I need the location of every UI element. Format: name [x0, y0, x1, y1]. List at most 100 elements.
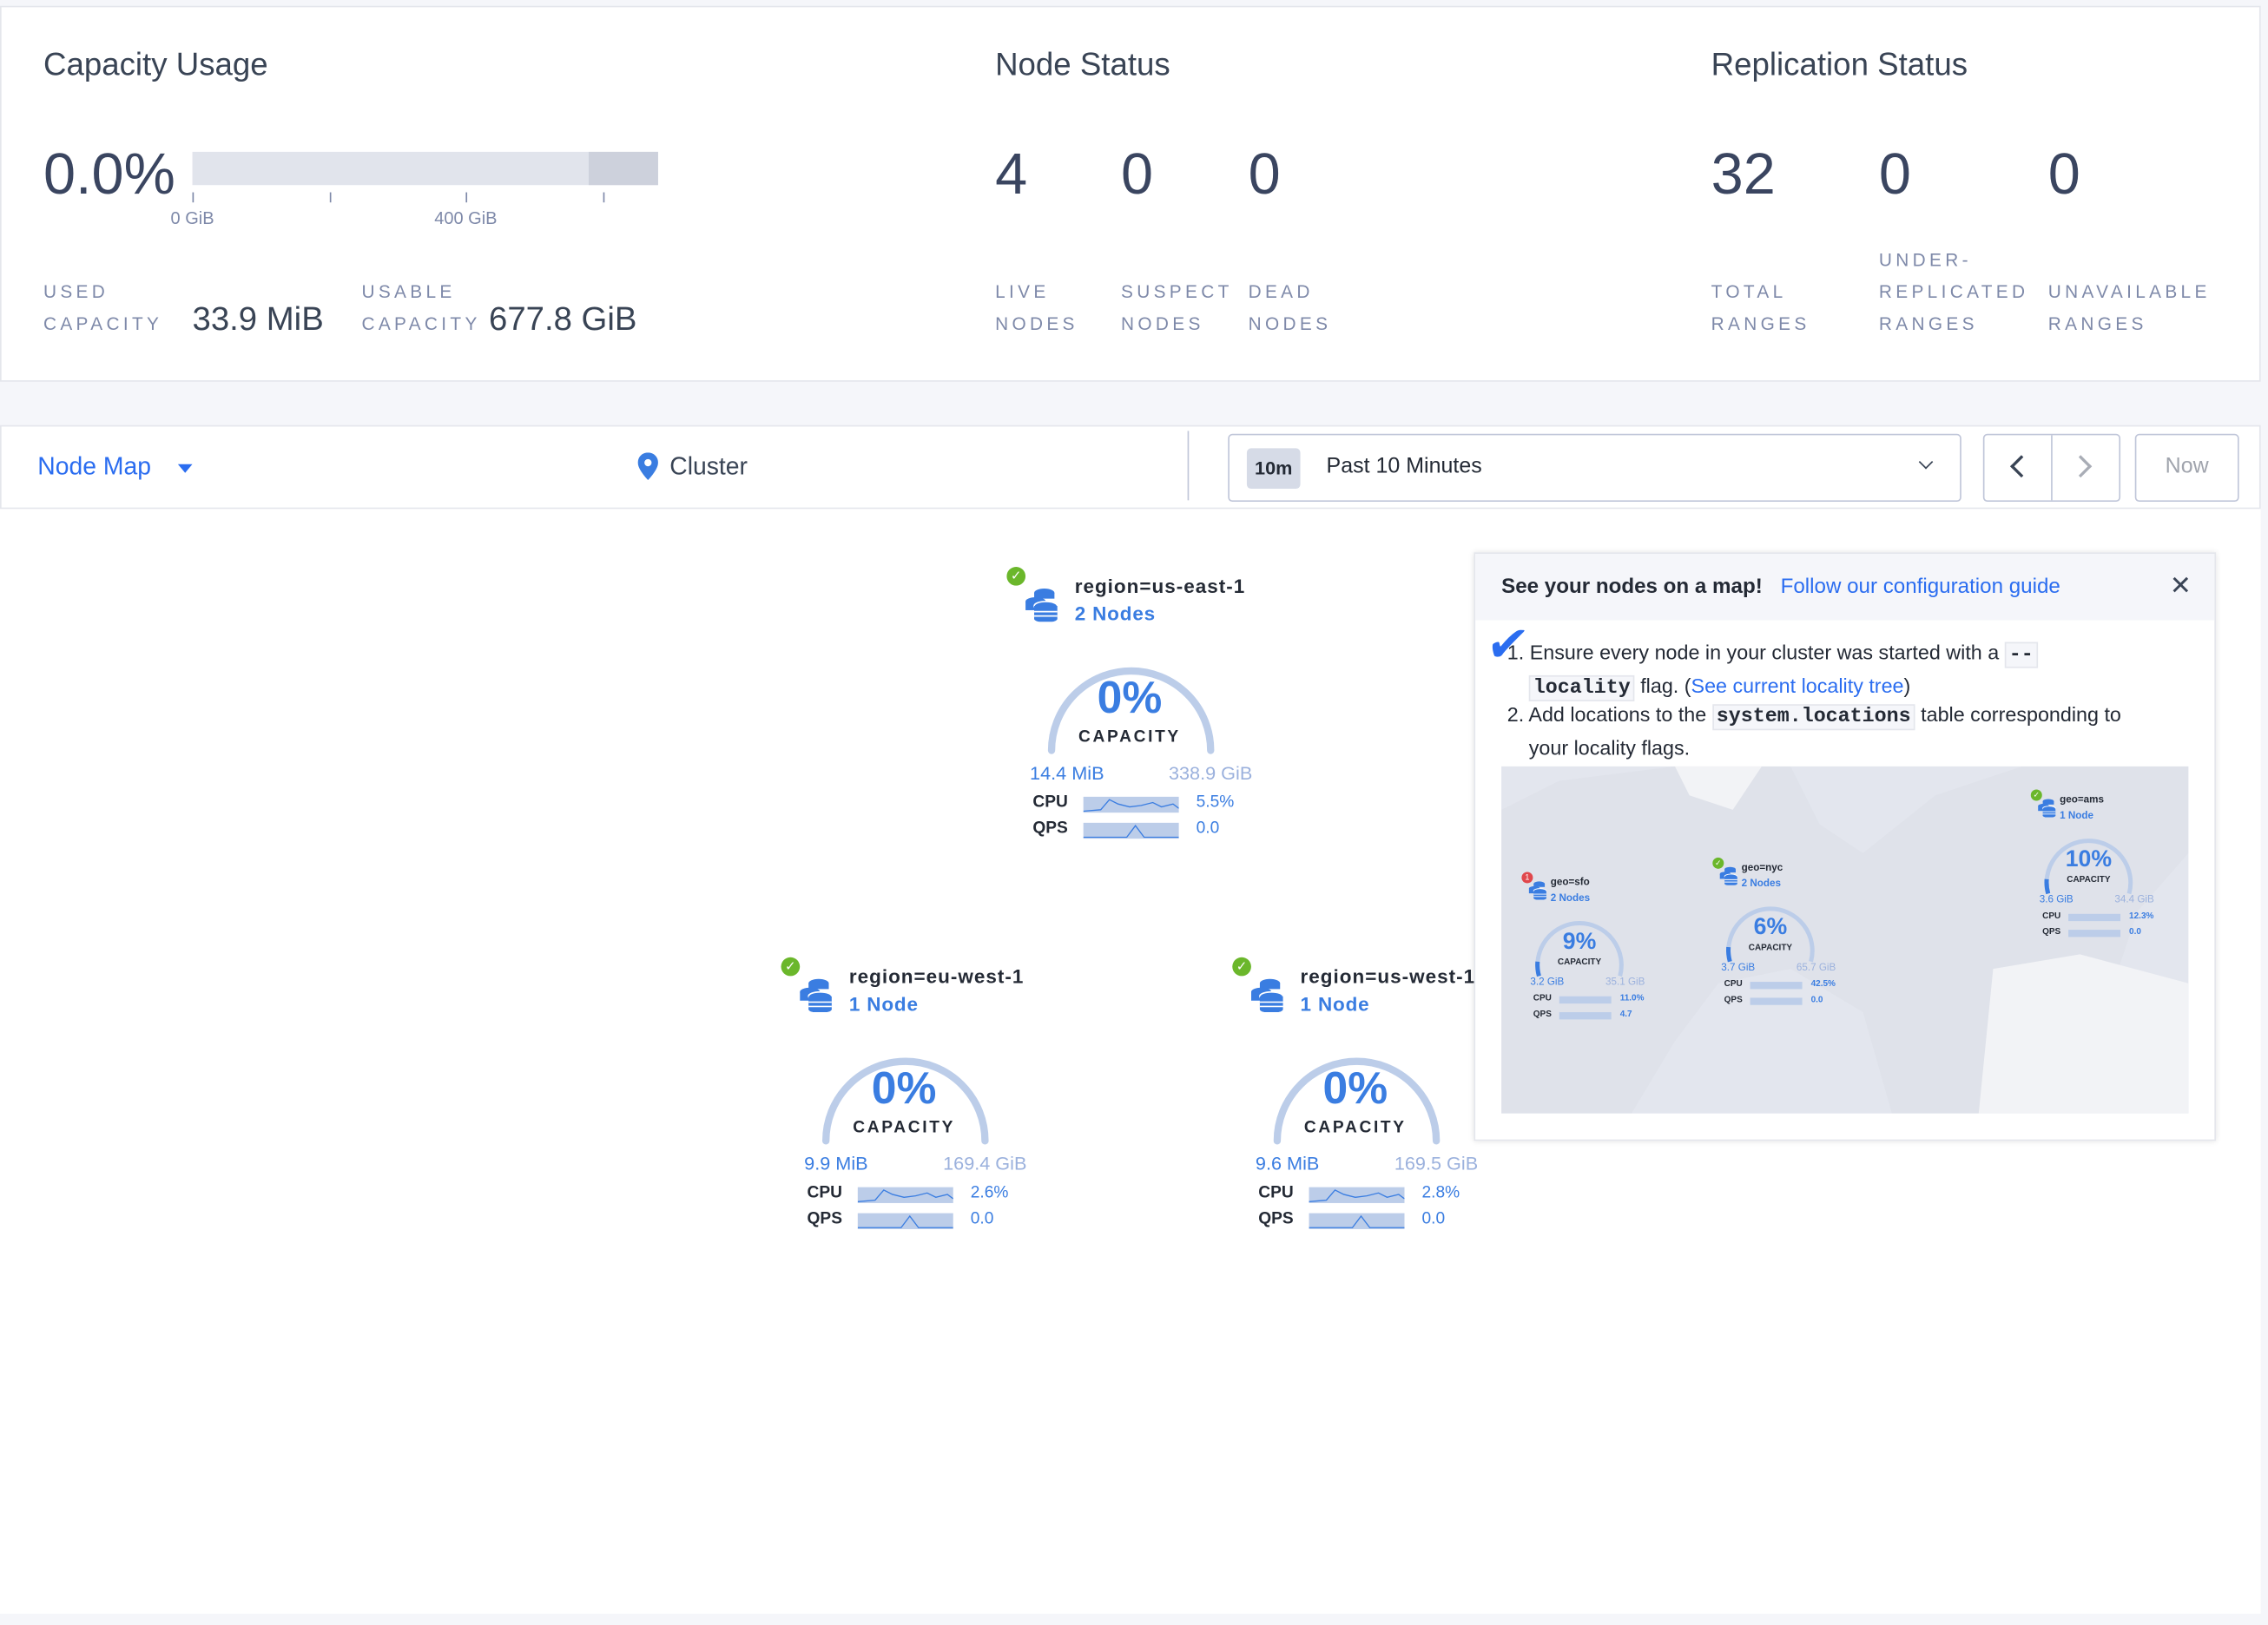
- time-range-label: Past 10 Minutes: [1326, 454, 1482, 479]
- cpu-sparkline: [1083, 796, 1179, 813]
- status-icon: ✓: [2030, 789, 2042, 801]
- database-icon: [1719, 866, 1739, 890]
- total-capacity: 169.4 GiB: [943, 1152, 1027, 1174]
- code-locality-dashes: --: [2004, 641, 2038, 668]
- used-capacity-label: USED CAPACITY: [43, 281, 163, 334]
- cpu-value: 5.5%: [1196, 793, 1235, 812]
- locality-title: region=us-east-1: [1074, 575, 1246, 597]
- locality-tree-link[interactable]: See current locality tree: [1691, 674, 1904, 697]
- total-capacity: 169.5 GiB: [1394, 1152, 1479, 1174]
- time-nav-group: [1982, 433, 2121, 503]
- chevron-down-icon: [1918, 454, 1934, 470]
- usable-capacity-value: 677.8 GiB: [489, 299, 637, 338]
- qps-sparkline: [857, 1213, 953, 1229]
- code-system-locations: system.locations: [1711, 704, 1915, 731]
- stat-label: LIVE NODES: [995, 281, 1078, 334]
- capacity-label: CAPACITY: [853, 1119, 956, 1137]
- locality-title: region=us-west-1: [1300, 965, 1476, 988]
- view-select-label: Node Map: [37, 452, 151, 481]
- database-icon: [1250, 977, 1286, 1019]
- chevron-left-icon: [2009, 455, 2033, 478]
- capacity-percent: 0.0%: [43, 142, 175, 207]
- cpu-sparkline: [857, 1187, 953, 1203]
- capacity-bar-reserved: [588, 151, 658, 186]
- close-icon[interactable]: ✕: [2169, 570, 2192, 601]
- stat-label: TOTAL RANGES: [1711, 281, 1810, 334]
- node-locality-us-west-1[interactable]: ✓ region=us-west-1 1 Node 0% CAPACITY 9.6 MiB…: [1232, 957, 1695, 1247]
- now-button[interactable]: Now: [2134, 433, 2239, 503]
- next-button[interactable]: [2053, 435, 2120, 500]
- capacity-percent: 0%: [871, 1062, 937, 1114]
- axis-tick: [465, 192, 468, 203]
- location-pin-icon: [637, 452, 658, 481]
- capacity-gauge-arc: [1273, 1057, 1441, 1145]
- stat-label: UNDER- REPLICATED RANGES: [1878, 250, 2029, 334]
- healthy-status-icon: ✓: [781, 957, 801, 977]
- breadcrumb-cluster[interactable]: Cluster: [669, 452, 748, 481]
- database-icon: [800, 977, 834, 1019]
- capacity-gauge-arc: [822, 1057, 989, 1145]
- node-locality-eu-west-1[interactable]: ✓ region=eu-west-1 1 Node 0% CAPACITY 9.9 MiB…: [781, 957, 1244, 1247]
- chevron-right-icon: [2069, 455, 2093, 478]
- node-status-title: Node Status: [995, 46, 1170, 82]
- stat-value: 0: [1120, 142, 1154, 207]
- cpu-label: CPU: [1258, 1184, 1294, 1202]
- used-capacity: 9.9 MiB: [804, 1152, 868, 1174]
- world-map-shape: [1501, 766, 2189, 1114]
- stat-value: 0: [1248, 142, 1281, 207]
- healthy-status-icon: ✓: [1232, 957, 1251, 977]
- qps-label: QPS: [1258, 1210, 1294, 1228]
- configuration-guide-link[interactable]: Follow our configuration guide: [1780, 575, 2060, 599]
- tick-label: 0 GiB: [170, 207, 214, 229]
- database-icon: [1528, 880, 1548, 904]
- capacity-label: CAPACITY: [1303, 1119, 1407, 1137]
- popup-header: See your nodes on a map! Follow our conf…: [1475, 554, 2215, 621]
- stat-label: SUSPECT NODES: [1120, 281, 1233, 334]
- view-select[interactable]: Node Map: [37, 452, 193, 481]
- map-setup-popup: See your nodes on a map! Follow our conf…: [1474, 552, 2217, 1141]
- status-icon: ✓: [1712, 857, 1724, 869]
- qps-value: 0.0: [970, 1210, 994, 1228]
- caret-down-icon: [178, 463, 193, 472]
- qps-value: 0.0: [1421, 1210, 1446, 1228]
- previous-button[interactable]: [1984, 435, 2053, 501]
- qps-label: QPS: [1032, 819, 1068, 838]
- time-range-select[interactable]: 10m Past 10 Minutes: [1228, 433, 1961, 503]
- cpu-sparkline: [1309, 1187, 1405, 1203]
- stat-label: UNAVAILABLE RANGES: [2047, 281, 2211, 334]
- capacity-usage-title: Capacity Usage: [43, 46, 268, 82]
- capacity-percent: 0%: [1322, 1062, 1388, 1114]
- code-locality: locality: [1528, 674, 1635, 701]
- step-1: 1. Ensure every node in your cluster was…: [1507, 638, 2187, 705]
- capacity-percent: 0%: [1097, 672, 1163, 723]
- status-icon: 1: [1521, 872, 1533, 884]
- replication-status-title: Replication Status: [1711, 46, 1968, 82]
- qps-sparkline: [1309, 1213, 1405, 1229]
- map-preview-image: 1 geo=sfo 2 Nodes 9% CAPACITY 3.2 GiB 35.1 GiB…: [1501, 766, 2189, 1114]
- popup-title: See your nodes on a map!: [1501, 575, 1763, 599]
- cpu-label: CPU: [807, 1184, 842, 1202]
- capacity-gauge-arc: [1047, 667, 1215, 754]
- map-preview-node: ✓ geo=nyc 2 Nodes 6% CAPACITY 3.7 GiB 65.7 GiB…: [1712, 857, 1843, 1031]
- node-count-link[interactable]: 2 Nodes: [1074, 602, 1157, 625]
- axis-tick: [603, 192, 605, 203]
- tick-label: 400 GiB: [434, 207, 498, 229]
- qps-label: QPS: [807, 1210, 842, 1228]
- locality-title: region=eu-west-1: [848, 965, 1025, 988]
- database-icon: [1025, 587, 1060, 628]
- qps-value: 0.0: [1196, 819, 1220, 838]
- node-count-link[interactable]: 1 Node: [848, 993, 919, 1016]
- map-preview-node: ✓ geo=ams 1 Node 10% CAPACITY 3.6 GiB 34.4 GiB…: [2030, 789, 2161, 964]
- cpu-value: 2.8%: [1421, 1184, 1460, 1202]
- map-preview-node: 1 geo=sfo 2 Nodes 9% CAPACITY 3.2 GiB 35.1 GiB…: [1521, 872, 1652, 1045]
- cpu-value: 2.6%: [970, 1184, 1009, 1202]
- node-count-link[interactable]: 1 Node: [1300, 993, 1370, 1016]
- stat-value: 0: [1878, 142, 1911, 207]
- total-capacity: 338.9 GiB: [1168, 761, 1253, 784]
- stat-value: 32: [1711, 142, 1776, 207]
- node-locality-us-east-1[interactable]: ✓ region=us-east-1 2 Nodes 0% CAPACITY 14.4 M…: [1006, 566, 1469, 856]
- axis-tick: [192, 192, 194, 203]
- axis-tick: [329, 192, 332, 203]
- used-capacity-value: 33.9 MiB: [192, 299, 324, 338]
- used-capacity: 14.4 MiB: [1030, 761, 1104, 784]
